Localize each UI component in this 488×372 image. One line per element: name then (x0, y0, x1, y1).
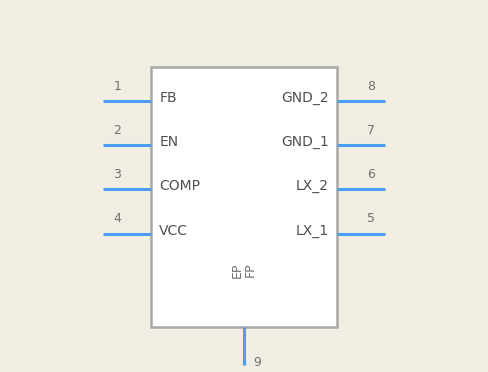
Text: LX_1: LX_1 (296, 224, 329, 238)
Text: GND_1: GND_1 (281, 135, 329, 149)
Bar (151, 67, 337, 327)
Text: COMP: COMP (159, 179, 200, 193)
Text: EP: EP (231, 262, 244, 278)
Text: FP: FP (244, 263, 257, 278)
Text: VCC: VCC (159, 224, 188, 238)
Text: 5: 5 (367, 212, 375, 225)
Text: FB: FB (159, 91, 177, 105)
Text: 9: 9 (253, 356, 261, 369)
Text: 6: 6 (367, 168, 375, 181)
Text: EN: EN (159, 135, 178, 149)
Text: 2: 2 (113, 124, 121, 137)
Text: 7: 7 (367, 124, 375, 137)
Text: 8: 8 (367, 80, 375, 93)
Text: 4: 4 (113, 212, 121, 225)
Text: 3: 3 (113, 168, 121, 181)
Text: 1: 1 (113, 80, 121, 93)
Text: GND_2: GND_2 (281, 91, 329, 105)
Text: LX_2: LX_2 (296, 179, 329, 193)
